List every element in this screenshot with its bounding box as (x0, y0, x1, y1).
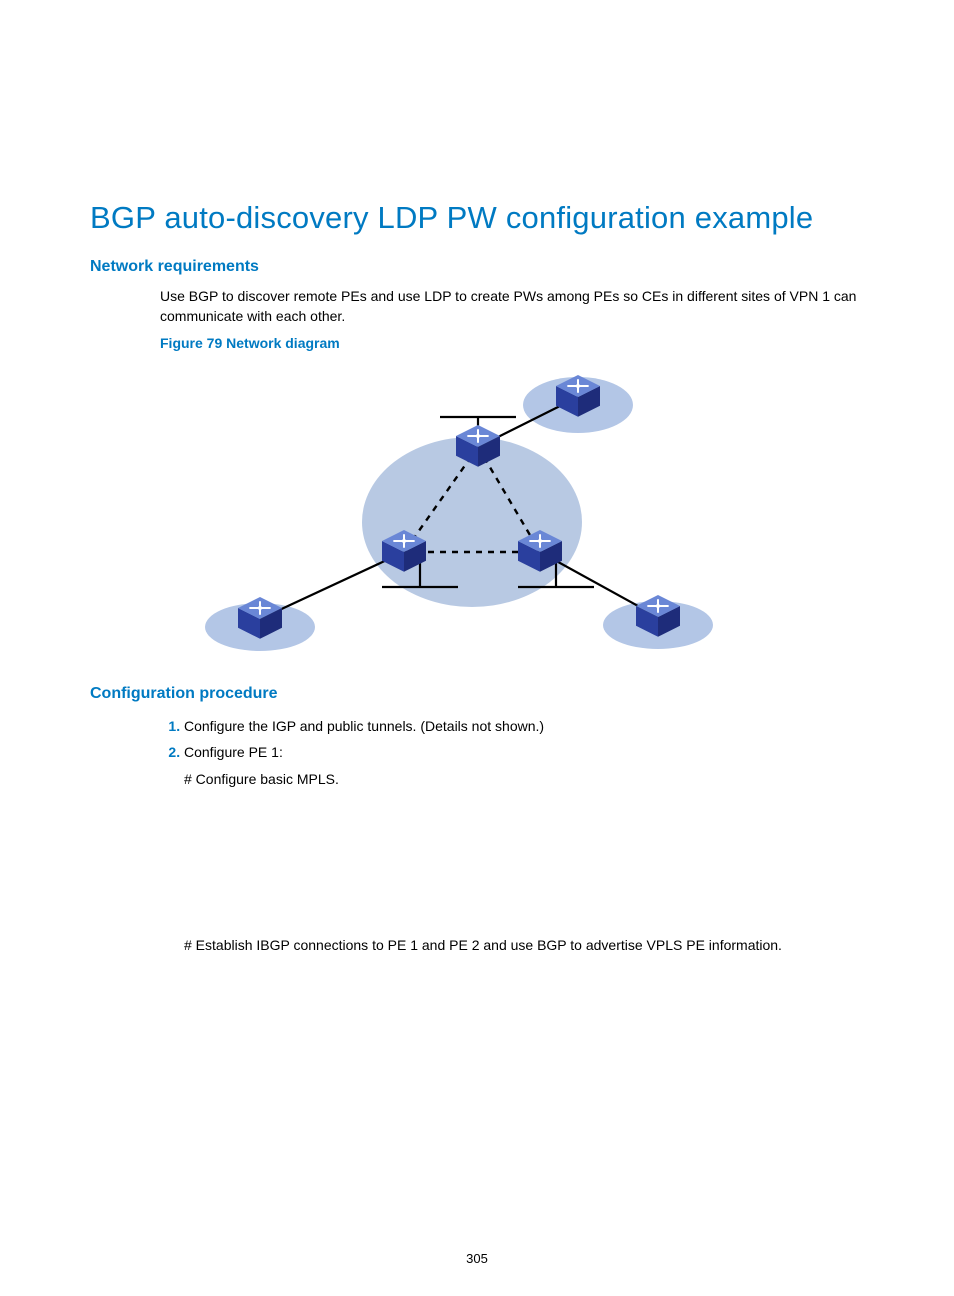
step-2-substep-a: # Configure basic MPLS. (90, 768, 864, 792)
page: BGP auto-discovery LDP PW configuration … (0, 0, 954, 1296)
network-requirements-text: Use BGP to discover remote PEs and use L… (90, 286, 864, 327)
figure-caption: Figure 79 Network diagram (90, 335, 864, 351)
heading-network-requirements: Network requirements (90, 258, 864, 276)
step-2: Configure PE 1: (184, 739, 864, 766)
step-2-text: Configure PE 1: (184, 744, 283, 760)
page-title: BGP auto-discovery LDP PW configuration … (90, 200, 864, 236)
heading-configuration-procedure: Configuration procedure (90, 685, 864, 703)
network-diagram-svg (160, 357, 720, 657)
network-diagram (90, 357, 864, 657)
procedure-steps: Configure the IGP and public tunnels. (D… (160, 713, 864, 766)
content-gap (90, 792, 864, 932)
step-2-substep-b: # Establish IBGP connections to PE 1 and… (90, 934, 864, 958)
step-1-text: Configure the IGP and public tunnels. (D… (184, 718, 544, 734)
page-number: 305 (0, 1251, 954, 1266)
step-1: Configure the IGP and public tunnels. (D… (184, 713, 864, 740)
